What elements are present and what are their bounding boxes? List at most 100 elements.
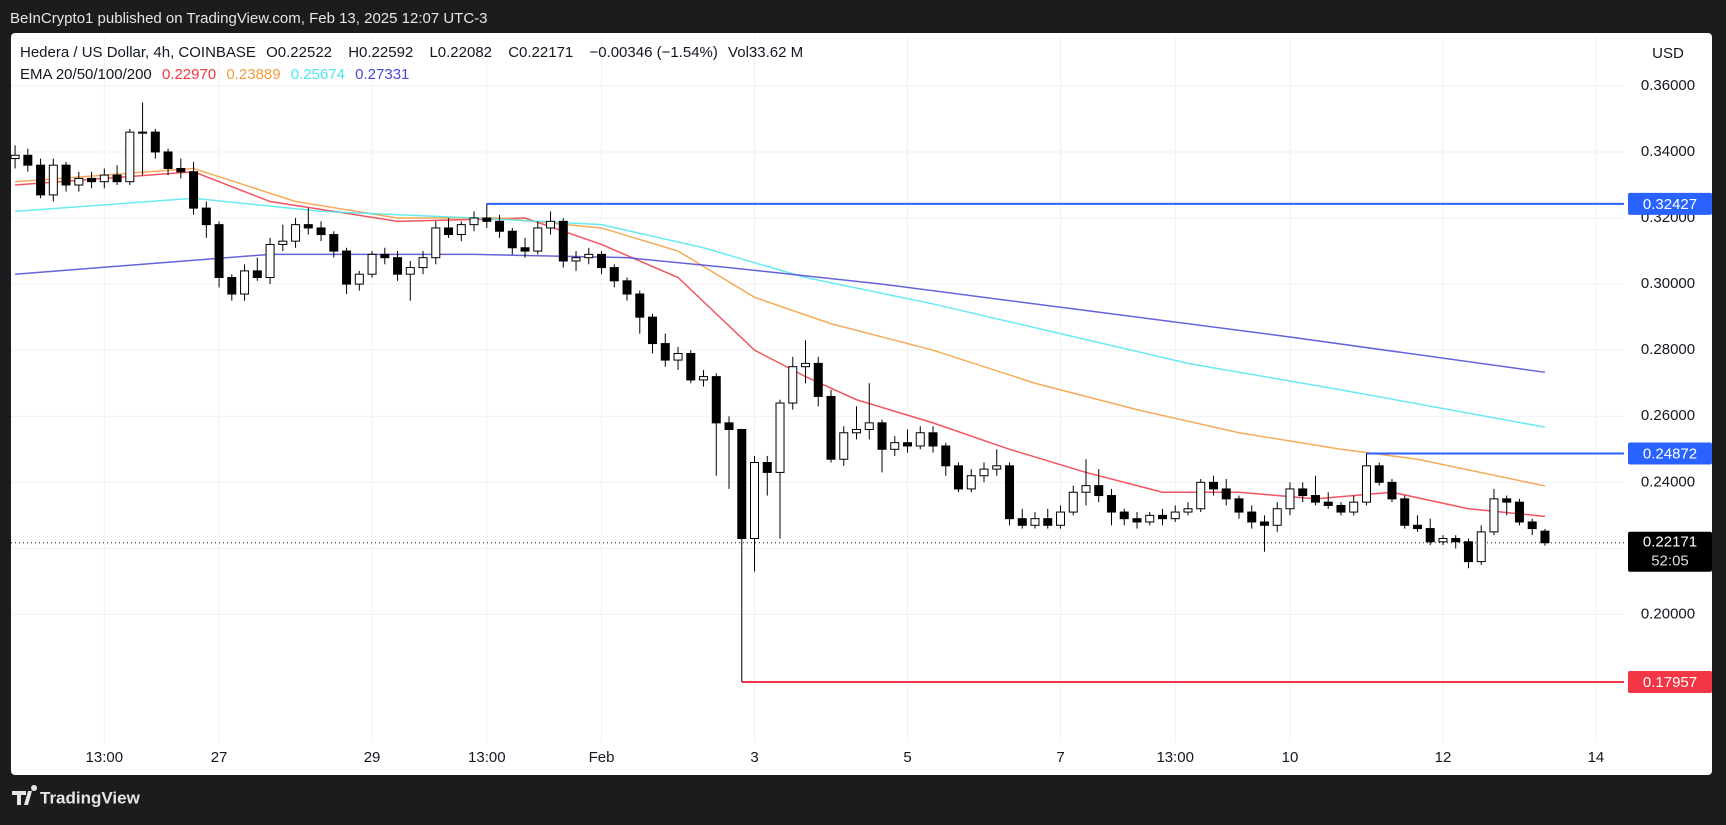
x-tick-label: 27 bbox=[211, 749, 228, 766]
candle-body bbox=[240, 270, 250, 295]
candle-body bbox=[1170, 511, 1180, 520]
ohlc-value: 0.22171 bbox=[519, 44, 574, 61]
candle-body bbox=[1081, 485, 1091, 493]
candle-body bbox=[431, 227, 441, 259]
candle-body bbox=[1400, 498, 1410, 526]
x-tick-label: 10 bbox=[1282, 749, 1299, 766]
candle-body bbox=[903, 442, 913, 447]
candle-body bbox=[405, 267, 415, 275]
candle-body bbox=[10, 154, 20, 160]
candle-body bbox=[852, 428, 862, 434]
ema-value: 0.22970 bbox=[161, 66, 217, 83]
volume: Vol33.62 M bbox=[728, 44, 809, 61]
candle-body bbox=[648, 316, 658, 345]
candle-body bbox=[380, 253, 390, 259]
candle-body bbox=[839, 432, 849, 460]
candle-body bbox=[1489, 498, 1499, 533]
ema-value: 0.27331 bbox=[355, 66, 410, 83]
y-tick-label: 0.34000 bbox=[1641, 143, 1695, 160]
candle-body bbox=[750, 462, 760, 539]
ohlc: H0.22592 bbox=[348, 44, 419, 61]
candle-body bbox=[571, 257, 581, 262]
candle-body bbox=[1451, 537, 1461, 543]
candle-body bbox=[1387, 481, 1397, 500]
candle-body bbox=[635, 293, 645, 318]
candle-body bbox=[737, 428, 747, 539]
candle-body bbox=[1272, 508, 1282, 526]
ohlc: O0.22522 bbox=[266, 44, 338, 61]
y-tick-label: 0.26000 bbox=[1641, 407, 1695, 424]
candle-body bbox=[890, 442, 900, 450]
ema-value: 0.25674 bbox=[290, 66, 345, 83]
candle-body bbox=[788, 366, 798, 404]
candle-body bbox=[1527, 521, 1537, 530]
countdown: 52:05 bbox=[1651, 553, 1689, 570]
candle-body bbox=[1374, 465, 1384, 483]
candle-body bbox=[520, 247, 530, 252]
volume-value: 33.62 M bbox=[748, 44, 804, 61]
ohlc: L0.22082 bbox=[429, 44, 498, 61]
candle-body bbox=[138, 131, 148, 134]
y-tick-label: 0.24000 bbox=[1641, 473, 1695, 490]
candle-body bbox=[992, 465, 1002, 470]
candle-body bbox=[444, 227, 454, 236]
ohlc-value: 0.22082 bbox=[437, 44, 493, 61]
level-badge bbox=[1628, 670, 1712, 693]
candle-body bbox=[1514, 501, 1524, 523]
candle-body bbox=[826, 395, 836, 460]
candle-body bbox=[941, 445, 951, 467]
candle-body bbox=[48, 164, 58, 196]
ohlc: C0.22171 bbox=[508, 44, 579, 61]
indicator: EMA 20/50/100/200 bbox=[20, 66, 152, 83]
candle-body bbox=[660, 343, 670, 361]
candle-body bbox=[1119, 511, 1129, 520]
candle-body bbox=[1196, 481, 1206, 510]
candle-body bbox=[112, 174, 122, 183]
candle-body bbox=[469, 217, 479, 226]
candle-body bbox=[1285, 488, 1295, 510]
currency: USD bbox=[1652, 45, 1684, 62]
candle-body bbox=[1247, 511, 1257, 523]
candle-body bbox=[482, 217, 492, 222]
candle-body bbox=[367, 253, 377, 275]
level-badge bbox=[1628, 442, 1712, 465]
y-tick-label: 0.28000 bbox=[1641, 341, 1695, 358]
candle-body bbox=[1259, 521, 1269, 526]
candle-body bbox=[584, 253, 594, 259]
candle-body bbox=[1476, 531, 1486, 563]
y-tick-label: 0.30000 bbox=[1641, 275, 1695, 292]
symbol: Hedera / US Dollar, 4h, COINBASE bbox=[20, 44, 256, 61]
ohlc-value: 0.22522 bbox=[277, 44, 333, 61]
level-label: 0.24872 bbox=[1643, 445, 1697, 462]
change: −0.00346 (−1.54%) bbox=[589, 44, 718, 61]
candle-body bbox=[1361, 465, 1371, 503]
candle-body bbox=[711, 376, 721, 424]
candle-body bbox=[699, 376, 709, 381]
candle-body bbox=[87, 177, 97, 183]
candle-body bbox=[762, 462, 772, 473]
candle-body bbox=[546, 220, 556, 229]
ohlc-key: H bbox=[348, 44, 360, 61]
candle-body bbox=[456, 224, 466, 236]
candle-body bbox=[1106, 495, 1116, 513]
candle-body bbox=[724, 422, 734, 430]
candle-body bbox=[23, 154, 33, 166]
x-tick-label: 3 bbox=[750, 749, 758, 766]
candle-body bbox=[1349, 501, 1359, 513]
candle-body bbox=[265, 243, 275, 279]
candle-body bbox=[214, 224, 224, 279]
candle-body bbox=[1030, 518, 1040, 526]
volume-key: Vol bbox=[728, 44, 749, 61]
candle-body bbox=[278, 240, 288, 245]
candle-body bbox=[928, 432, 938, 447]
candle-body bbox=[393, 257, 403, 275]
candle-body bbox=[1208, 481, 1218, 490]
candle-body bbox=[1017, 518, 1027, 526]
candle-body bbox=[342, 250, 352, 285]
candle-body bbox=[74, 177, 84, 186]
ema-line bbox=[15, 167, 1546, 487]
candle-body bbox=[1502, 498, 1512, 503]
candle-body bbox=[609, 267, 619, 282]
